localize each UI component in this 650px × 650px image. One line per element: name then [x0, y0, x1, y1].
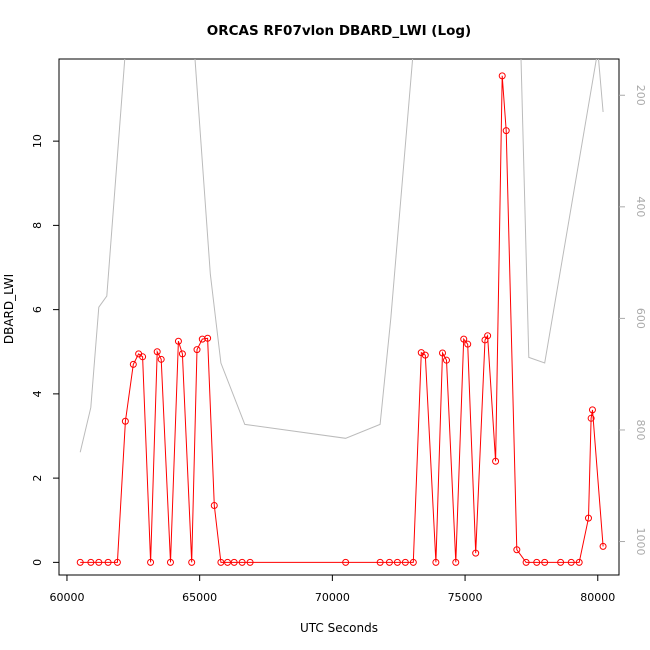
data-point — [513, 546, 521, 554]
data-point — [409, 558, 417, 566]
series-line-1 — [79, 59, 604, 453]
y-tick-label: 8 — [31, 222, 44, 229]
x-tick-label: 65000 — [182, 591, 217, 604]
y2-tick-label: 1000 — [634, 528, 647, 556]
data-point — [498, 72, 506, 80]
y-tick-label: 6 — [31, 306, 44, 313]
data-point — [460, 335, 468, 343]
data-point — [153, 348, 161, 356]
y2-tick-label: 200 — [634, 85, 647, 106]
data-point — [442, 356, 450, 364]
data-point — [575, 558, 583, 566]
data-point — [121, 417, 129, 425]
data-point — [246, 558, 254, 566]
data-point — [95, 558, 103, 566]
data-point — [139, 353, 147, 361]
data-point — [129, 360, 137, 368]
x-tick-label: 60000 — [49, 591, 84, 604]
data-point — [224, 558, 232, 566]
data-point — [393, 558, 401, 566]
y2-tick-label: 800 — [634, 419, 647, 440]
data-point — [492, 457, 500, 465]
data-point — [204, 334, 212, 342]
data-point — [113, 558, 121, 566]
data-point — [385, 558, 393, 566]
data-point — [439, 349, 447, 357]
data-point — [421, 351, 429, 359]
data-point — [567, 558, 575, 566]
data-point — [522, 558, 530, 566]
data-point — [87, 558, 95, 566]
chart-title: ORCAS RF07vlon DBARD_LWI (Log) — [207, 23, 471, 39]
data-point — [174, 337, 182, 345]
data-point — [533, 558, 541, 566]
data-point — [238, 558, 246, 566]
data-point — [472, 549, 480, 557]
data-point — [230, 558, 238, 566]
data-point — [76, 558, 84, 566]
data-point — [464, 340, 472, 348]
x-axis-label: UTC Seconds — [300, 621, 378, 635]
y-axis-label: DBARD_LWI — [2, 274, 16, 344]
y2-tick-label: 400 — [634, 196, 647, 217]
x-tick-label: 75000 — [448, 591, 483, 604]
y-tick-label: 10 — [31, 134, 44, 148]
x-tick-label: 80000 — [580, 591, 615, 604]
data-point — [188, 558, 196, 566]
data-point — [401, 558, 409, 566]
y-tick-label: 0 — [31, 559, 44, 566]
data-point — [587, 414, 595, 422]
y2-tick-label: 600 — [634, 308, 647, 329]
data-point — [452, 558, 460, 566]
data-point — [217, 558, 225, 566]
data-point — [157, 355, 165, 363]
data-point — [166, 558, 174, 566]
data-point — [588, 406, 596, 414]
data-point — [541, 558, 549, 566]
data-point — [193, 346, 201, 354]
data-point — [432, 558, 440, 566]
series-line-0 — [80, 75, 604, 563]
series-group — [76, 59, 607, 566]
data-point — [198, 335, 206, 343]
plot-frame — [58, 58, 620, 576]
data-point — [104, 558, 112, 566]
data-point — [210, 501, 218, 509]
data-point — [502, 127, 510, 135]
data-point — [584, 514, 592, 522]
data-point — [147, 558, 155, 566]
data-point — [599, 542, 607, 550]
data-point — [557, 558, 565, 566]
y-tick-label: 4 — [31, 390, 44, 397]
data-point — [376, 558, 384, 566]
y-tick-label: 2 — [31, 475, 44, 482]
data-point — [484, 332, 492, 340]
data-point — [178, 350, 186, 358]
x-tick-label: 70000 — [315, 591, 350, 604]
data-point — [342, 558, 350, 566]
